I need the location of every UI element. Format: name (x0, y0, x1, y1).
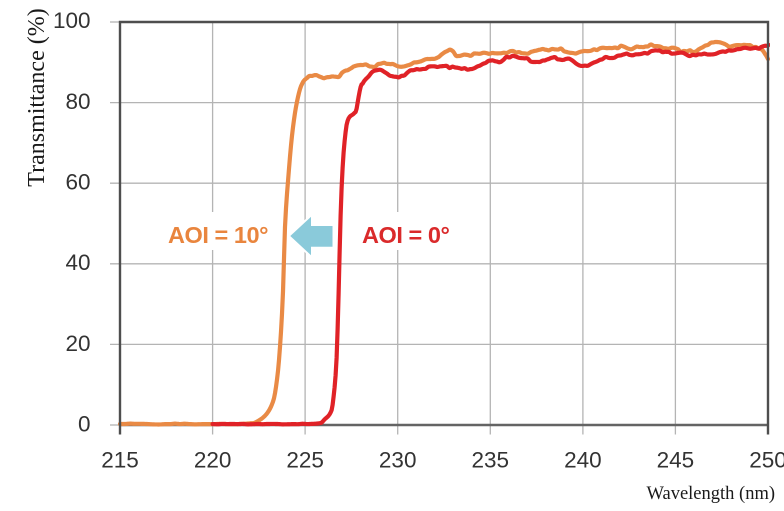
svg-text:Transmittance (%): Transmittance (%) (24, 8, 50, 186)
svg-text:235: 235 (472, 448, 510, 473)
svg-text:230: 230 (379, 448, 417, 473)
svg-text:240: 240 (564, 448, 602, 473)
svg-text:245: 245 (657, 448, 695, 473)
svg-text:0: 0 (78, 411, 91, 436)
svg-text:60: 60 (65, 170, 90, 195)
svg-text:220: 220 (194, 448, 232, 473)
svg-text:100: 100 (53, 8, 91, 33)
svg-text:250: 250 (749, 448, 784, 473)
svg-text:40: 40 (65, 250, 90, 275)
svg-text:Wavelength (nm): Wavelength (nm) (647, 484, 775, 504)
svg-text:20: 20 (65, 331, 90, 356)
svg-text:215: 215 (101, 448, 139, 473)
svg-text:AOI = 0°: AOI = 0° (362, 222, 449, 248)
svg-text:AOI = 10°: AOI = 10° (168, 222, 268, 248)
svg-text:225: 225 (286, 448, 324, 473)
svg-text:80: 80 (65, 89, 90, 114)
